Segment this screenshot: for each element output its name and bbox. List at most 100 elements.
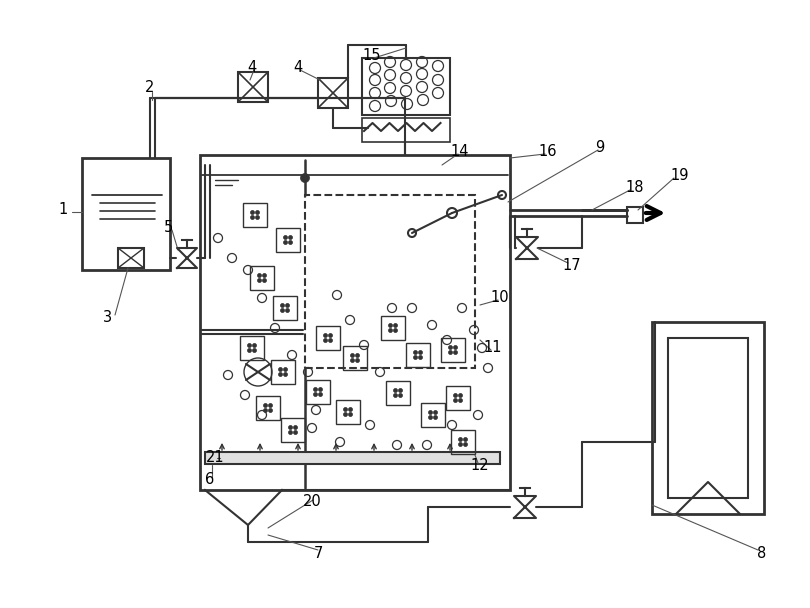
Bar (451, 430, 475, 454)
Circle shape (413, 356, 417, 359)
Bar (256, 396, 280, 420)
Circle shape (279, 373, 283, 376)
Text: 2: 2 (145, 80, 155, 95)
Text: 15: 15 (363, 47, 382, 63)
Bar (238, 72, 268, 102)
Bar (343, 346, 367, 370)
Circle shape (419, 350, 423, 354)
Bar (316, 326, 340, 350)
Circle shape (313, 393, 318, 396)
Circle shape (343, 412, 347, 416)
Text: 11: 11 (484, 340, 502, 356)
Circle shape (288, 430, 292, 435)
Circle shape (463, 443, 467, 446)
Text: 14: 14 (450, 145, 469, 159)
Circle shape (262, 274, 266, 277)
Text: 8: 8 (757, 545, 766, 561)
Bar (668, 338, 748, 498)
Circle shape (356, 353, 360, 358)
Text: 6: 6 (206, 472, 215, 488)
Circle shape (293, 426, 297, 429)
Circle shape (284, 235, 288, 240)
Text: 19: 19 (671, 167, 689, 182)
Bar (243, 203, 267, 227)
Text: 17: 17 (563, 258, 582, 272)
Circle shape (323, 334, 327, 337)
Circle shape (280, 303, 284, 308)
Bar (652, 322, 764, 514)
Text: 4: 4 (247, 60, 257, 75)
Bar (305, 195, 475, 368)
Circle shape (394, 393, 398, 398)
Bar (421, 403, 445, 427)
Circle shape (255, 210, 259, 215)
Circle shape (279, 367, 283, 371)
Text: 9: 9 (595, 140, 604, 156)
Circle shape (413, 350, 417, 354)
Circle shape (458, 393, 463, 398)
Circle shape (288, 241, 292, 244)
Circle shape (351, 359, 355, 362)
Bar (336, 400, 360, 424)
Circle shape (389, 323, 393, 328)
Circle shape (348, 407, 352, 412)
Circle shape (399, 393, 403, 398)
Bar (205, 452, 500, 464)
Circle shape (280, 308, 284, 313)
Circle shape (433, 410, 437, 415)
Text: 16: 16 (539, 145, 557, 159)
Circle shape (394, 323, 398, 328)
Circle shape (394, 389, 398, 393)
Circle shape (258, 278, 262, 283)
Bar (306, 380, 330, 404)
Bar (200, 155, 510, 490)
Text: 10: 10 (491, 291, 509, 305)
Text: 1: 1 (58, 202, 67, 218)
Circle shape (248, 344, 251, 348)
Circle shape (318, 393, 322, 396)
Circle shape (419, 356, 423, 359)
Bar (281, 418, 305, 442)
Circle shape (428, 415, 433, 420)
Text: 3: 3 (104, 311, 113, 325)
Circle shape (458, 443, 463, 446)
Text: 7: 7 (313, 545, 322, 561)
Circle shape (250, 210, 254, 215)
Circle shape (449, 345, 453, 350)
Circle shape (253, 344, 257, 348)
Bar (362, 58, 450, 115)
Text: 5: 5 (164, 221, 173, 235)
Circle shape (262, 278, 266, 283)
Text: 4: 4 (293, 60, 303, 75)
Circle shape (351, 353, 355, 358)
Bar (627, 207, 643, 223)
Circle shape (454, 345, 458, 350)
Bar (250, 266, 274, 290)
Text: 12: 12 (471, 457, 489, 472)
Text: 21: 21 (206, 451, 224, 466)
Circle shape (285, 303, 289, 308)
Circle shape (288, 235, 292, 240)
Bar (271, 360, 295, 384)
Bar (273, 296, 297, 320)
Bar (386, 381, 410, 405)
Circle shape (293, 430, 297, 435)
Circle shape (313, 387, 318, 392)
Circle shape (329, 334, 332, 337)
Circle shape (348, 412, 352, 416)
Circle shape (301, 173, 309, 182)
Circle shape (253, 348, 257, 353)
Circle shape (428, 410, 433, 415)
Circle shape (458, 398, 463, 402)
Circle shape (263, 409, 267, 412)
Bar (318, 78, 348, 108)
Circle shape (250, 215, 254, 219)
Circle shape (263, 404, 267, 407)
Bar (240, 336, 264, 360)
Circle shape (399, 389, 403, 393)
Circle shape (258, 274, 262, 277)
Bar (276, 228, 300, 252)
Circle shape (433, 415, 437, 420)
Circle shape (449, 350, 453, 354)
Bar (441, 338, 465, 362)
